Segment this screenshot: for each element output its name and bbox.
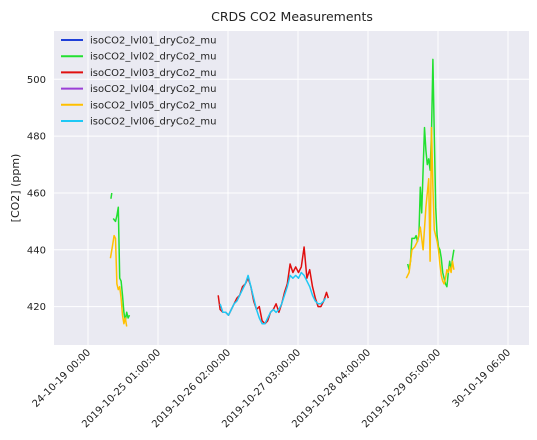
x-tick-label: 2019-10-29 05:00:00 [360,347,443,430]
series-line-isoCO2_lvl05_dryCo2_mu [109,234,128,327]
legend-label: isoCO2_lvl01_dryCo2_mu [90,36,216,47]
x-tick-label: 2019-10-28 04:00:00 [290,347,373,430]
y-tick-label: 460 [27,188,46,199]
grid-lines [54,31,529,345]
x-tick-label: 2019-10-27 03:00:00 [220,347,303,430]
series-lines [109,58,455,327]
legend: isoCO2_lvl01_dryCo2_mu isoCO2_lvl02_dryCo… [61,36,216,128]
legend-label: isoCO2_lvl06_dryCo2_mu [90,117,216,128]
legend-label: isoCO2_lvl03_dryCo2_mu [90,68,216,79]
series-line-isoCO2_lvl05_dryCo2_mu [405,126,455,285]
legend-label: isoCO2_lvl04_dryCo2_mu [90,84,216,95]
plot-area [54,31,529,345]
y-tick-label: 420 [27,302,46,313]
x-tick-label: 24-10-19 00:00 [31,347,94,410]
series-line-isoCO2_lvl02_dryCo2_mu [112,206,131,322]
y-tick-label: 440 [27,245,46,256]
y-tick-label: 480 [27,132,46,143]
series-line-isoCO2_lvl02_dryCo2_mu [406,58,455,288]
legend-label: isoCO2_lvl05_dryCo2_mu [90,100,216,111]
series-line-isoCO2_lvl06_dryCo2_mu [219,271,327,325]
y-axis-label: [CO2] (ppm) [9,154,22,223]
x-tick-label: 2019-10-26 02:00:00 [150,347,233,430]
x-tick-label: 2019-10-25 01:00:00 [80,347,163,430]
series-line-isoCO2_lvl02_dryCo2_mu [110,192,113,199]
legend-label: isoCO2_lvl02_dryCo2_mu [90,52,216,63]
x-tick-label: 30-10-19 06:00 [451,347,514,410]
y-tick-label: 500 [27,75,46,86]
chart-title: CRDS CO2 Measurements [211,9,373,24]
y-tick-labels: 420 440 460 480 500 [27,75,46,313]
